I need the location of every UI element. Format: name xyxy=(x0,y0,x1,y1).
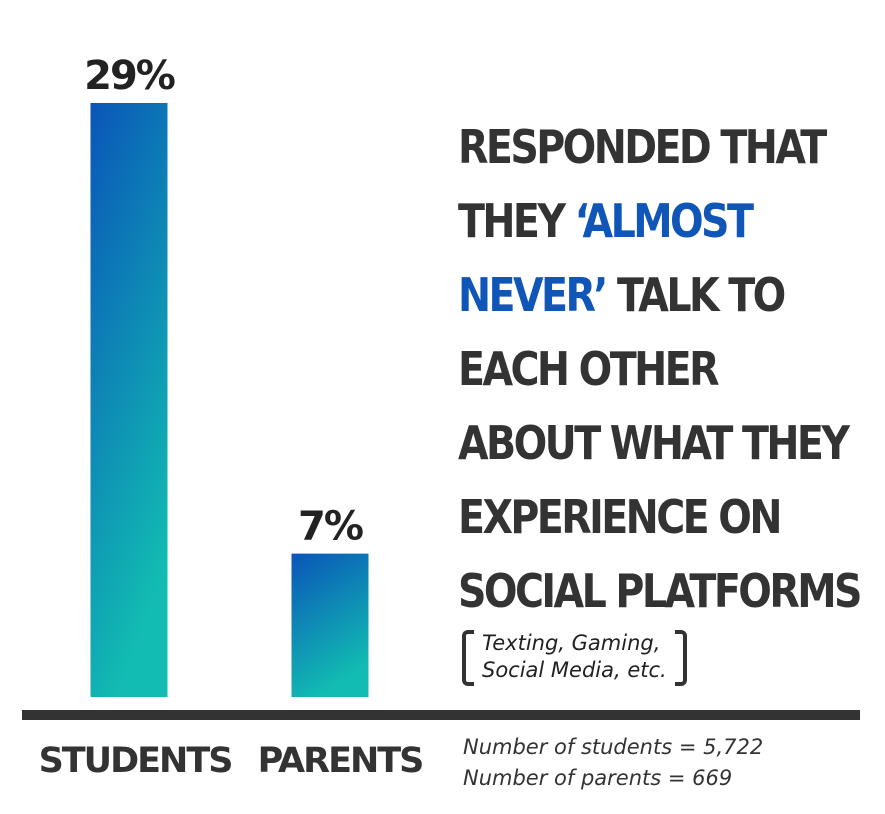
examples-line-1: Texting, Gaming, xyxy=(482,631,661,655)
headline-line-7: SOCIAL PLATFORMS xyxy=(458,564,862,618)
headline: RESPONDED THAT THEY ‘ALMOST NEVER’ TALK … xyxy=(458,110,862,628)
category-label-parents: PARENTS xyxy=(258,741,423,781)
examples-text: Texting, Gaming, Social Media, etc. xyxy=(474,630,675,686)
headline-line-4: EACH OTHER xyxy=(458,342,720,396)
value-label-students: 29% xyxy=(84,53,175,99)
headline-line-2: THEY ‘ALMOST xyxy=(458,184,821,258)
headline-line-2-text: THEY xyxy=(458,194,575,248)
bar-students xyxy=(90,103,168,697)
sample-size-note: Number of students = 5,722 Number of par… xyxy=(463,732,763,794)
headline-line-3: NEVER’ TALK TO xyxy=(458,258,821,332)
headline-highlight-almost: ‘ALMOST xyxy=(574,194,754,248)
baseline-axis xyxy=(22,710,860,720)
headline-highlight-never: NEVER’ xyxy=(458,268,608,322)
value-label-parents: 7% xyxy=(298,504,363,550)
category-label-students: STUDENTS xyxy=(39,741,232,781)
headline-line-5: ABOUT WHAT THEY xyxy=(458,416,850,470)
headline-line-1: RESPONDED THAT xyxy=(458,120,827,174)
right-bracket xyxy=(674,630,687,686)
headline-line-3-text: TALK TO xyxy=(605,268,786,322)
examples-line-2: Social Media, etc. xyxy=(482,658,667,682)
students-count-note: Number of students = 5,722 xyxy=(463,735,764,759)
bar-parents xyxy=(291,553,369,697)
examples-parenthetical: Texting, Gaming, Social Media, etc. xyxy=(462,630,687,686)
parents-count-note: Number of parents = 669 xyxy=(463,766,733,790)
left-bracket xyxy=(462,630,474,686)
bars-group xyxy=(90,103,369,697)
headline-line-6: EXPERIENCE ON xyxy=(458,490,782,544)
